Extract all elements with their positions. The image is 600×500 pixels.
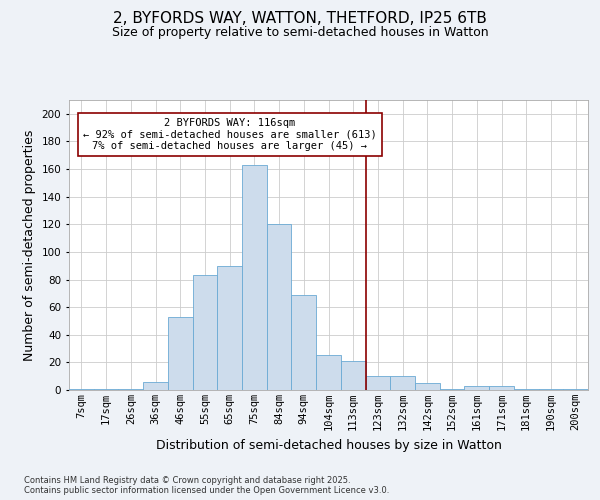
Text: Size of property relative to semi-detached houses in Watton: Size of property relative to semi-detach… — [112, 26, 488, 39]
Bar — [341, 361, 365, 390]
Text: Contains HM Land Registry data © Crown copyright and database right 2025.
Contai: Contains HM Land Registry data © Crown c… — [24, 476, 389, 495]
Bar — [563, 388, 588, 390]
Y-axis label: Number of semi-detached properties: Number of semi-detached properties — [23, 130, 36, 360]
Bar — [118, 388, 143, 390]
Bar — [168, 317, 193, 390]
Bar — [267, 224, 292, 390]
Bar — [464, 386, 489, 390]
Bar — [514, 388, 539, 390]
Bar — [489, 386, 514, 390]
Bar — [94, 388, 118, 390]
Bar — [365, 376, 390, 390]
Bar — [316, 356, 341, 390]
Text: 2, BYFORDS WAY, WATTON, THETFORD, IP25 6TB: 2, BYFORDS WAY, WATTON, THETFORD, IP25 6… — [113, 11, 487, 26]
Bar — [415, 383, 440, 390]
X-axis label: Distribution of semi-detached houses by size in Watton: Distribution of semi-detached houses by … — [155, 438, 502, 452]
Text: 2 BYFORDS WAY: 116sqm
← 92% of semi-detached houses are smaller (613)
7% of semi: 2 BYFORDS WAY: 116sqm ← 92% of semi-deta… — [83, 118, 377, 151]
Bar — [440, 388, 464, 390]
Bar — [390, 376, 415, 390]
Bar — [539, 388, 563, 390]
Bar — [217, 266, 242, 390]
Bar — [193, 276, 217, 390]
Bar — [143, 382, 168, 390]
Bar — [69, 388, 94, 390]
Bar — [242, 165, 267, 390]
Bar — [292, 294, 316, 390]
